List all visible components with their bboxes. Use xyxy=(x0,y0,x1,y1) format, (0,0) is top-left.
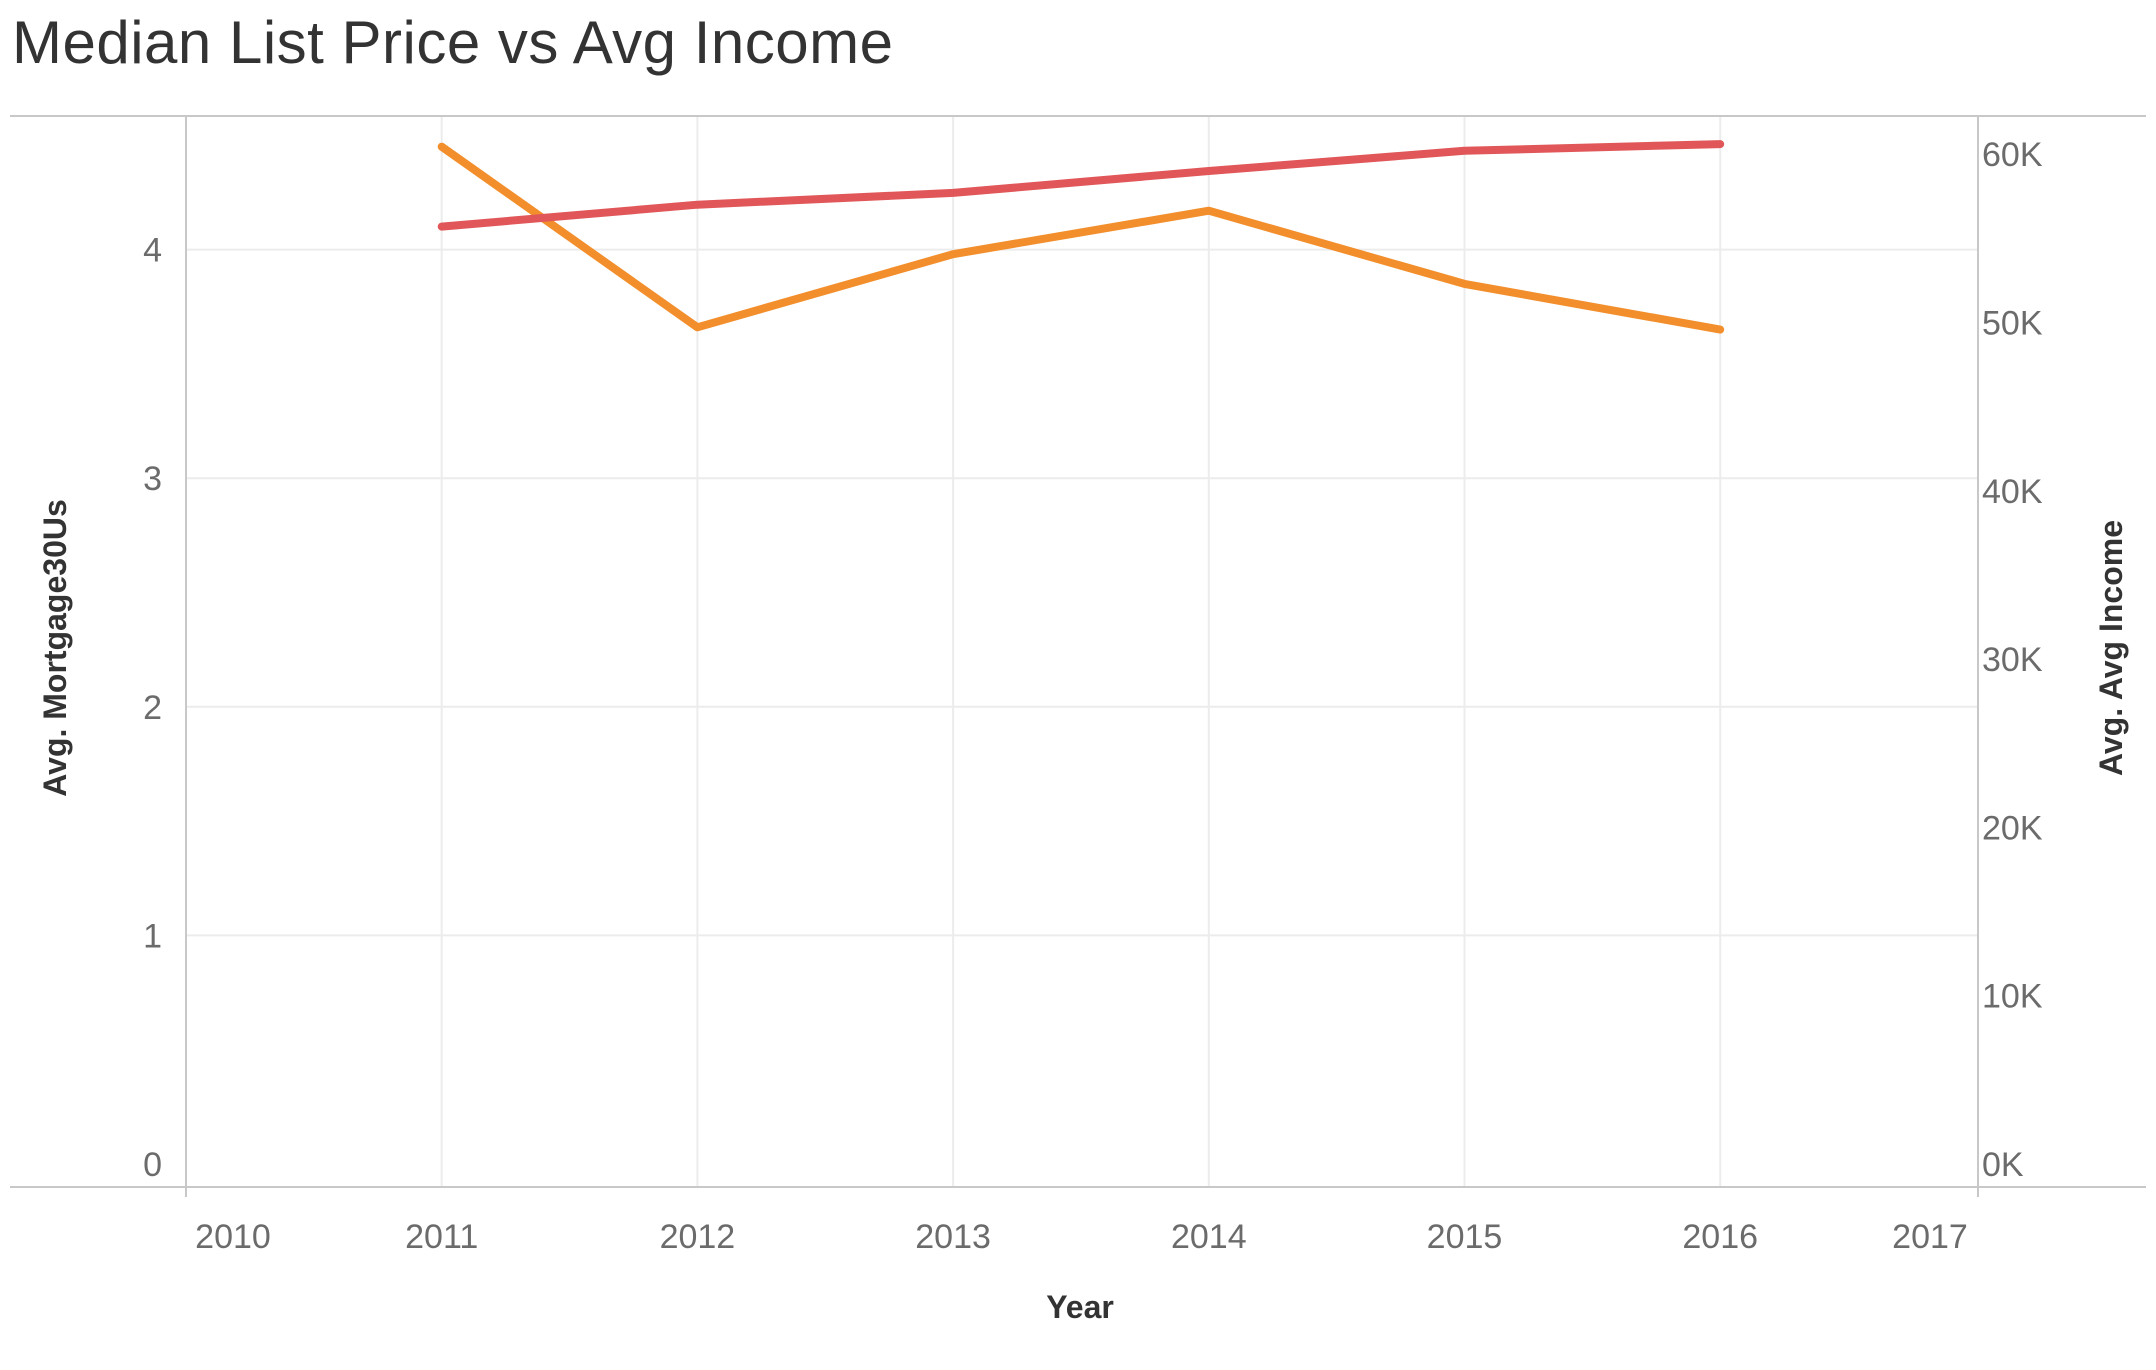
right-y-tick-label: 50K xyxy=(1982,305,2043,343)
x-tick-label: 2013 xyxy=(915,1218,991,1256)
grid-lines xyxy=(186,116,1978,1187)
left-y-axis-ticks: 0 1 2 3 4 xyxy=(143,232,162,1184)
right-y-tick-label: 60K xyxy=(1982,136,2043,174)
x-axis-ticks: 2010 2011 2012 2013 2014 2015 2016 2017 xyxy=(195,1218,1968,1256)
left-y-tick-label: 0 xyxy=(143,1146,162,1184)
right-y-tick-label: 0K xyxy=(1982,1146,2024,1184)
chart-frame xyxy=(10,115,2146,1197)
right-y-tick-label: 10K xyxy=(1982,978,2043,1016)
left-y-tick-label: 1 xyxy=(143,917,162,955)
x-tick-label: 2016 xyxy=(1682,1218,1758,1256)
mortgage-series-line xyxy=(437,142,1725,334)
right-y-tick-label: 40K xyxy=(1982,473,2043,511)
right-y-tick-label: 30K xyxy=(1982,641,2043,679)
x-axis-title: Year xyxy=(1046,1289,1114,1325)
left-y-tick-label: 2 xyxy=(143,689,162,727)
x-tick-label: 2015 xyxy=(1427,1218,1503,1256)
chart-title: Median List Price vs Avg Income xyxy=(12,9,894,76)
income-series-line xyxy=(437,140,1725,231)
left-y-axis-title: Avg. Mortgage30Us xyxy=(37,499,73,797)
right-y-axis-title: Avg. Avg Income xyxy=(2093,520,2129,776)
left-y-tick-label: 4 xyxy=(143,232,162,270)
x-tick-label: 2011 xyxy=(405,1218,478,1256)
series-lines xyxy=(437,140,1725,334)
x-tick-label: 2010 xyxy=(195,1218,271,1256)
left-y-tick-label: 3 xyxy=(143,460,162,498)
right-y-tick-label: 20K xyxy=(1982,809,2043,847)
x-tick-label: 2014 xyxy=(1171,1218,1247,1256)
right-y-axis-ticks: 0K 10K 20K 30K 40K 50K 60K xyxy=(1982,136,2043,1184)
x-tick-label: 2012 xyxy=(660,1218,736,1256)
x-tick-label: 2017 xyxy=(1892,1218,1968,1256)
